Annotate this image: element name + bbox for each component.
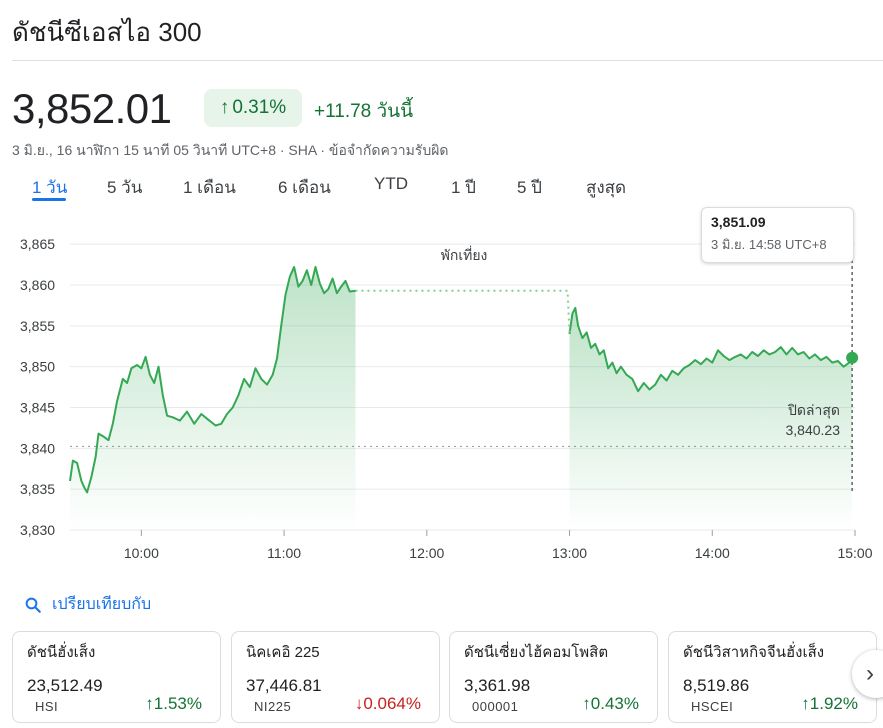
page-title: ดัชนีซีเอสไอ 300 [12,17,202,47]
tab-1-day[interactable]: 1 วัน [32,178,68,197]
card-code: HSI [35,699,59,714]
previous-close-label: ปิดล่าสุด [787,402,840,418]
card-change: ↓0.064% [354,694,421,713]
hover-tooltip: 3,851.09 3 มิ.ย. 14:58 UTC+8 [701,207,854,263]
card-value: 8,519.86 [683,676,750,695]
tooltip-value: 3,851.09 [711,214,766,230]
card-code: 000001 [472,699,519,714]
x-tick-label: 14:00 [695,545,730,561]
card-name: ดัชนีวิสาหกิจจีนฮั่งเส็ง [683,644,825,661]
index-card-hsi[interactable]: ดัชนีฮั่งเส็ง 23,512.49 HSI ↑1.53% [12,631,221,723]
morning-session-line [69,266,356,494]
timestamp-line[interactable]: 3 มิ.ย., 16 นาฬิกา 15 นาที 05 วินาที UTC… [12,142,449,158]
header-divider [12,60,883,61]
tab-ytd[interactable]: YTD [374,174,408,193]
chevron-right-icon: › [866,660,874,687]
arrow-up-icon: ↑ [145,694,154,713]
card-name: ดัชนีฮั่งเส็ง [27,644,96,661]
percent-change-value: 0.31% [232,97,287,118]
morning-session-area [70,267,356,530]
y-tick-label: 3,850 [20,359,55,375]
x-tick-label: 10:00 [124,545,159,561]
tab-5-year[interactable]: 5 ปี [517,178,542,197]
y-tick-label: 3,840 [20,440,55,456]
index-card-000001[interactable]: ดัชนีเซี่ยงไฮ้คอมโพสิต 3,361.98 000001 ↑… [449,631,658,723]
y-tick-label: 3,830 [20,522,55,538]
card-code: HSCEI [691,699,734,714]
absolute-change: +11.78 วันนี้ [314,101,414,122]
price-chart[interactable]: 3,865 3,860 3,855 3,850 3,845 3,840 3,835 3,830… [0,200,883,575]
percent-change-badge: ↑ 0.31% [204,89,302,127]
compare-label: เปรียบเทียบกับ [52,596,152,613]
compare-button[interactable]: เปรียบเทียบกับ [24,592,151,617]
arrow-up-icon: ↑ [582,694,591,713]
search-icon [25,597,41,613]
y-tick-label: 3,860 [20,277,55,293]
x-tick-label: 13:00 [552,545,587,561]
lunch-break-label: พักเที่ยง [441,246,488,263]
card-code: NI225 [254,699,292,714]
lunch-break-connector [355,289,571,335]
previous-close-value: 3,840.23 [785,422,841,438]
current-price: 3,852.01 [12,85,172,132]
previous-close-annotation: ปิดล่าสุด 3,840.23 [760,400,841,440]
tab-6-month[interactable]: 6 เดือน [278,178,331,197]
card-change: ↑1.92% [801,694,858,713]
tooltip-time: 3 มิ.ย. 14:58 UTC+8 [711,237,827,252]
tab-1-year[interactable]: 1 ปี [451,178,476,197]
next-cards-button[interactable]: › [852,650,883,698]
card-name: นิคเคอิ 225 [246,644,320,661]
tab-5-day[interactable]: 5 วัน [107,178,143,197]
arrow-up-icon: ↑ [219,97,230,118]
x-tick-label: 15:00 [837,545,872,561]
range-tabs: 1 วัน 5 วัน 1 เดือน 6 เดือน YTD 1 ปี 5 ป… [0,174,700,204]
card-value: 3,361.98 [464,676,531,695]
card-name: ดัชนีเซี่ยงไฮ้คอมโพสิต [464,644,609,661]
x-tick-label: 12:00 [409,545,444,561]
arrow-down-icon: ↓ [354,694,364,713]
y-tick-label: 3,835 [20,481,55,497]
card-value: 37,446.81 [246,676,322,695]
index-card-ni225[interactable]: นิคเคอิ 225 37,446.81 NI225 ↓0.064% [231,631,440,723]
x-tick-label: 11:00 [267,545,301,561]
afternoon-session-area [569,307,853,530]
y-tick-label: 3,845 [20,400,55,416]
tab-1-month[interactable]: 1 เดือน [183,178,236,197]
y-tick-label: 3,865 [20,236,55,252]
arrow-up-icon: ↑ [801,694,810,713]
active-tab-indicator [32,198,66,201]
y-tick-label: 3,855 [20,318,55,334]
latest-point-marker [846,351,859,364]
card-change: ↑0.43% [582,694,639,713]
tab-max[interactable]: สูงสุด [586,178,627,197]
afternoon-session-line [568,306,853,393]
index-card-hscei[interactable]: ดัชนีวิสาหกิจจีนฮั่งเส็ง 8,519.86 HSCEI … [668,631,877,723]
card-change: ↑1.53% [145,694,202,713]
card-value: 23,512.49 [27,676,103,695]
